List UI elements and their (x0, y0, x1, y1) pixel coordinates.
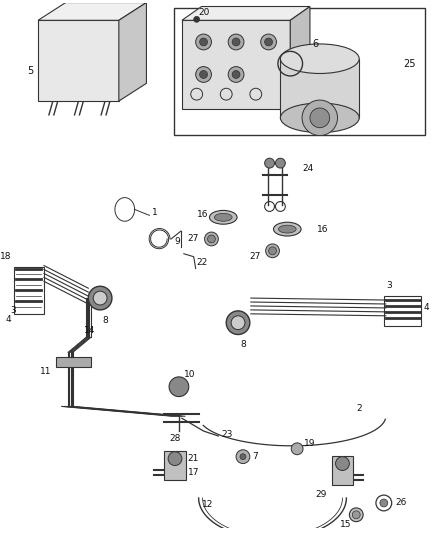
Circle shape (205, 232, 218, 246)
Text: 27: 27 (187, 235, 199, 244)
Text: 3: 3 (11, 306, 16, 316)
Circle shape (200, 38, 208, 46)
Bar (384, 296, 421, 326)
Text: 14: 14 (84, 326, 95, 335)
Circle shape (261, 34, 276, 50)
Text: 1: 1 (152, 208, 158, 217)
Text: 21: 21 (188, 454, 199, 463)
Circle shape (232, 70, 240, 78)
Bar (164, 451, 186, 480)
Text: 5: 5 (27, 66, 33, 76)
Bar (174, 9, 425, 134)
Circle shape (232, 38, 240, 46)
Text: 12: 12 (202, 500, 213, 510)
Circle shape (228, 67, 244, 83)
Ellipse shape (273, 222, 301, 236)
Circle shape (196, 67, 212, 83)
Text: 16: 16 (317, 224, 328, 233)
Circle shape (265, 244, 279, 257)
Text: 8: 8 (240, 341, 246, 350)
Circle shape (208, 235, 215, 243)
Circle shape (265, 158, 275, 168)
Bar (14, 266, 44, 314)
Text: 24: 24 (302, 164, 313, 173)
Ellipse shape (214, 213, 232, 221)
Text: 23: 23 (221, 430, 233, 439)
Circle shape (302, 100, 338, 135)
Circle shape (336, 457, 350, 471)
Ellipse shape (209, 211, 237, 224)
Text: 7: 7 (252, 452, 258, 461)
Bar (332, 456, 353, 485)
Circle shape (276, 158, 285, 168)
Polygon shape (290, 6, 310, 109)
Polygon shape (119, 3, 146, 101)
Bar (182, 20, 290, 109)
Circle shape (228, 34, 244, 50)
Text: 9: 9 (174, 237, 180, 246)
Circle shape (352, 511, 360, 519)
Circle shape (231, 316, 245, 329)
Text: 4: 4 (423, 303, 429, 312)
Text: 6: 6 (312, 39, 318, 49)
Bar (38, 20, 119, 101)
Circle shape (168, 452, 182, 465)
Text: 15: 15 (340, 520, 351, 529)
Text: 8: 8 (102, 316, 108, 325)
Text: 4: 4 (6, 315, 11, 324)
Ellipse shape (280, 103, 359, 133)
Text: 20: 20 (199, 9, 210, 18)
Circle shape (265, 38, 272, 46)
Polygon shape (182, 6, 310, 20)
Text: 2: 2 (356, 404, 362, 413)
Text: 18: 18 (0, 252, 11, 261)
Polygon shape (38, 3, 146, 20)
Text: 27: 27 (249, 252, 261, 261)
Text: 28: 28 (169, 434, 180, 443)
Circle shape (169, 377, 189, 397)
Circle shape (268, 247, 276, 255)
Circle shape (291, 443, 303, 455)
Text: 16: 16 (197, 210, 208, 219)
Ellipse shape (279, 225, 296, 233)
Circle shape (200, 70, 208, 78)
Text: 11: 11 (40, 367, 52, 376)
Ellipse shape (280, 44, 359, 74)
Bar (56, 357, 91, 367)
Circle shape (88, 286, 112, 310)
Text: 29: 29 (315, 490, 327, 499)
Text: 17: 17 (188, 468, 199, 477)
Circle shape (380, 499, 388, 507)
Text: 22: 22 (197, 258, 208, 267)
Circle shape (236, 450, 250, 464)
Circle shape (240, 454, 246, 459)
Circle shape (196, 34, 212, 50)
Circle shape (93, 291, 107, 305)
Circle shape (310, 108, 330, 128)
Circle shape (350, 508, 363, 522)
Circle shape (226, 311, 250, 335)
Text: 3: 3 (386, 281, 392, 290)
Bar (280, 59, 359, 118)
Circle shape (194, 17, 200, 22)
Text: 19: 19 (304, 439, 315, 448)
Text: 26: 26 (396, 498, 407, 507)
Text: 10: 10 (184, 370, 195, 379)
Text: 25: 25 (403, 59, 415, 69)
